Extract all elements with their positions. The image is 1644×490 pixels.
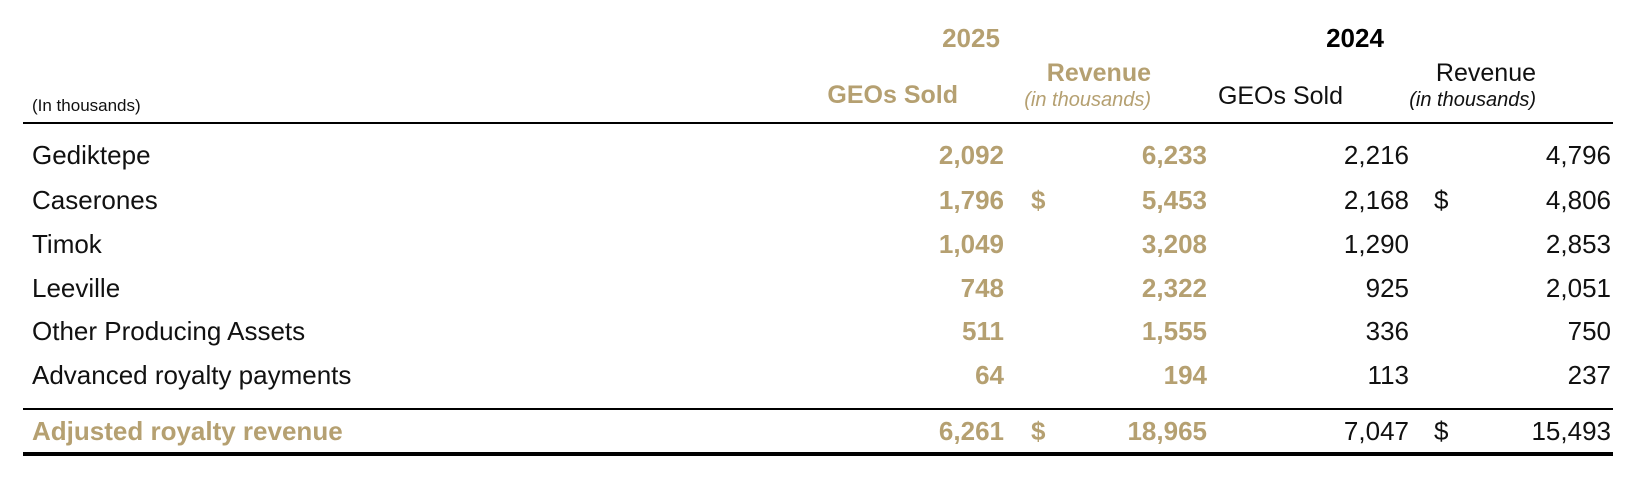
geos-2025-value: 64 [975,360,1004,390]
revenue-2024-value: 4,796 [1545,140,1611,170]
revenue-2024-value: 237 [1567,360,1611,390]
geos-2025-value: 1,049 [938,229,1004,259]
geos-2024-value: 2,168 [1343,185,1409,215]
year-2025-heading: 2025 [942,23,1000,53]
col-revenue-2024-subheader: (in thousands) [1409,89,1536,111]
total-dollar-2025: $ [1031,416,1046,446]
total-label: Adjusted royalty revenue [32,416,343,446]
total-row: Adjusted royalty revenue 6,261 $ 18,965 … [0,409,1644,453]
revenue-2025-value: 1,555 [1141,316,1207,346]
col-geos-2024-header: GEOs Sold [1217,82,1343,110]
row-label: Caserones [32,185,158,215]
geos-2025-value: 1,796 [938,185,1004,215]
revenue-2025-value: 6,233 [1141,140,1207,170]
year-2024-heading: 2024 [1326,23,1384,53]
table-row: Caserones 1,796 $ 5,453 2,168 $ 4,806 [0,178,1644,222]
col-revenue-2025-header: Revenue [1046,59,1151,87]
row-label: Other Producing Assets [32,316,306,346]
col-revenue-2024-header: Revenue [1435,59,1536,87]
row-label: Advanced royalty payments [32,360,352,390]
total-revenue-2025: 18,965 [1127,416,1207,446]
revenue-2024-value: 2,051 [1545,273,1611,303]
total-geos-2025: 6,261 [938,416,1004,446]
table-row: Leeville 748 2,322 925 2,051 [0,266,1644,310]
row-label: Leeville [32,273,121,303]
total-top-rule [23,408,1613,410]
revenue-2025-value: 2,322 [1141,273,1207,303]
geos-2024-value: 1,290 [1343,229,1409,259]
col-revenue-2025-subheader: (in thousands) [1024,89,1151,111]
header-rule [23,122,1613,124]
table-row: Other Producing Assets 511 1,555 336 750 [0,309,1644,353]
total-revenue-2024: 15,493 [1531,416,1611,446]
table-row: Timok 1,049 3,208 1,290 2,853 [0,222,1644,266]
revenue-2024-value: 2,853 [1545,229,1611,259]
total-geos-2024: 7,047 [1343,416,1409,446]
geos-2024-value: 336 [1365,316,1409,346]
dollar-2024: $ [1434,185,1449,215]
geos-2024-value: 2,216 [1343,140,1409,170]
col-geos-2025-header: GEOs Sold [827,81,958,109]
geos-2025-value: 748 [960,273,1004,303]
revenue-2025-value: 5,453 [1141,185,1207,215]
table-row: Advanced royalty payments 64 194 113 237 [0,353,1644,397]
row-label: Timok [32,229,102,259]
revenue-2025-value: 194 [1163,360,1207,390]
revenue-2024-value: 750 [1567,316,1611,346]
revenue-2025-value: 3,208 [1141,229,1207,259]
revenue-2024-value: 4,806 [1545,185,1611,215]
geos-2024-value: 113 [1367,360,1409,390]
dollar-2025: $ [1031,185,1046,215]
total-bottom-rule [23,452,1613,456]
geos-2024-value: 925 [1365,273,1409,303]
geos-2025-value: 511 [962,316,1004,346]
table-row: Gediktepe 2,092 6,233 2,216 4,796 [0,133,1644,177]
units-note: (In thousands) [32,96,141,115]
row-label: Gediktepe [32,140,151,170]
geos-2025-value: 2,092 [938,140,1004,170]
total-dollar-2024: $ [1434,416,1449,446]
